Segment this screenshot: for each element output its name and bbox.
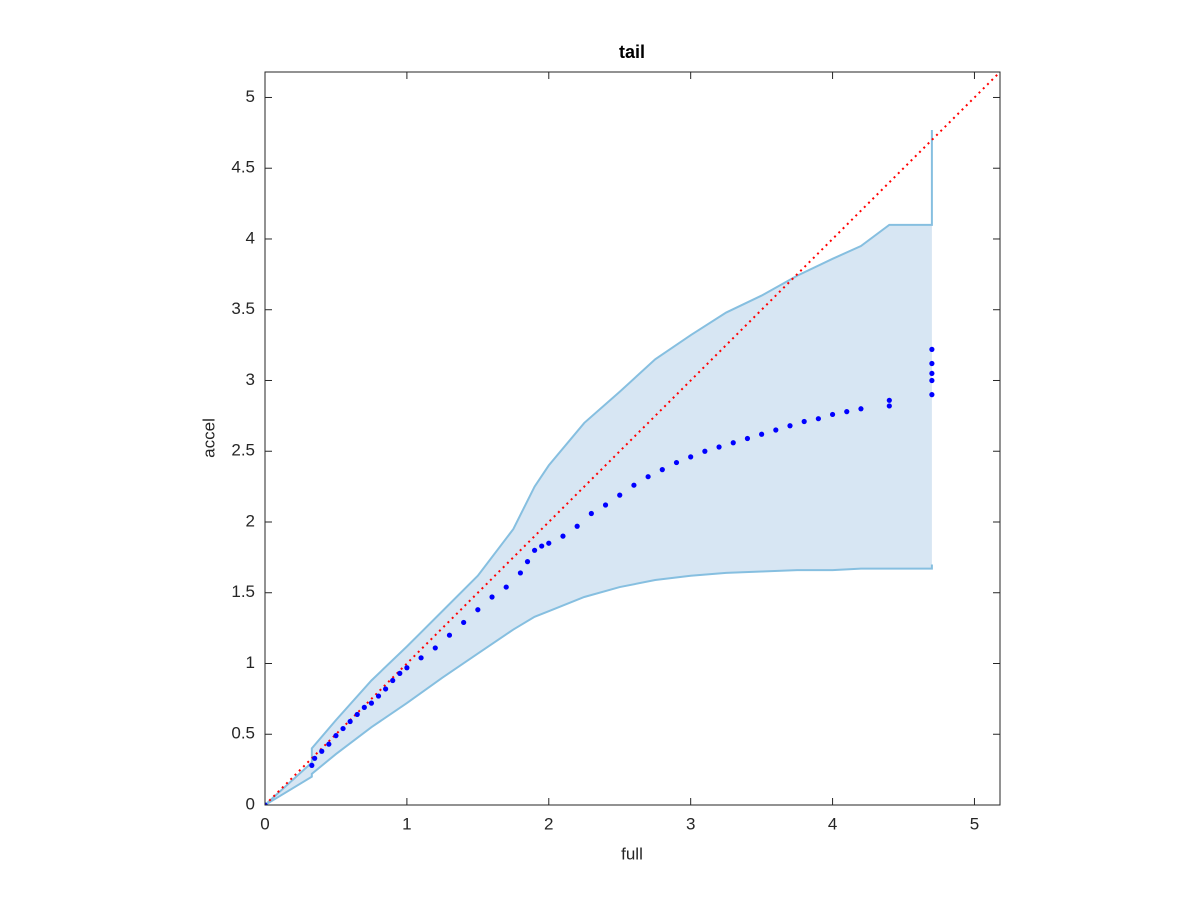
point — [309, 762, 315, 768]
point — [886, 403, 892, 409]
point — [787, 423, 793, 429]
point — [773, 427, 779, 433]
point — [489, 594, 495, 600]
point — [730, 440, 736, 446]
point — [759, 431, 765, 437]
y-tick-label: 2.5 — [231, 441, 255, 460]
y-tick-label: 2 — [246, 511, 255, 530]
point — [929, 346, 935, 352]
point — [602, 502, 609, 508]
point — [929, 392, 935, 398]
band-lower — [265, 564, 933, 805]
point — [347, 718, 353, 725]
y-tick-label: 4 — [246, 228, 255, 247]
reference-line — [265, 72, 1000, 805]
y-tick-label: 5 — [246, 87, 255, 106]
point — [524, 559, 531, 565]
point — [531, 547, 538, 553]
point — [326, 741, 332, 747]
point — [929, 370, 935, 377]
point — [929, 377, 935, 384]
point — [560, 533, 566, 539]
point — [361, 704, 367, 710]
point — [546, 540, 552, 546]
x-tick-label: 1 — [402, 814, 411, 833]
point — [886, 397, 892, 403]
point — [397, 670, 403, 676]
point — [390, 677, 396, 684]
band-upper — [265, 130, 933, 805]
y-tick-label: 0.5 — [231, 724, 255, 743]
point — [673, 459, 680, 466]
point — [368, 700, 375, 706]
y-axis-label: accel — [199, 418, 218, 458]
y-tick-label: 3.5 — [231, 299, 255, 318]
y-tick-label: 0 — [246, 794, 255, 813]
point — [631, 482, 637, 488]
point — [929, 360, 935, 367]
confidence-band — [265, 130, 932, 805]
x-tick-label: 4 — [828, 814, 837, 833]
point — [659, 467, 665, 473]
point — [716, 444, 722, 450]
point — [383, 686, 389, 692]
point — [319, 748, 325, 754]
point — [645, 474, 651, 480]
point — [475, 607, 481, 613]
point — [517, 570, 524, 576]
chart-title: tail — [619, 42, 645, 62]
point — [539, 543, 545, 549]
point — [829, 411, 836, 418]
point — [418, 655, 424, 661]
point — [801, 418, 807, 425]
point — [688, 454, 694, 460]
point — [375, 693, 382, 699]
x-tick-label: 5 — [970, 814, 979, 833]
point — [340, 725, 346, 732]
x-tick-label: 0 — [260, 814, 269, 833]
point — [404, 665, 410, 671]
point — [588, 510, 594, 517]
x-tick-label: 3 — [686, 814, 695, 833]
point — [446, 632, 453, 638]
x-tick-label: 2 — [544, 814, 553, 833]
point — [354, 711, 360, 718]
point — [617, 492, 623, 498]
point — [503, 584, 509, 590]
point — [432, 645, 438, 651]
y-tick-label: 1.5 — [231, 582, 255, 601]
point — [574, 523, 580, 529]
point — [265, 802, 268, 805]
point — [844, 409, 850, 415]
y-tick-label: 4.5 — [231, 158, 255, 177]
y-tick-label: 1 — [246, 653, 255, 672]
point — [858, 406, 864, 412]
point — [815, 416, 821, 422]
x-axis-label: full — [621, 844, 643, 863]
point — [702, 448, 708, 454]
point — [461, 619, 467, 626]
point — [312, 755, 318, 761]
point — [333, 733, 339, 739]
y-tick-label: 3 — [246, 370, 255, 389]
axes-box — [264, 71, 1001, 806]
point — [744, 435, 751, 442]
plot-area — [265, 72, 1000, 805]
